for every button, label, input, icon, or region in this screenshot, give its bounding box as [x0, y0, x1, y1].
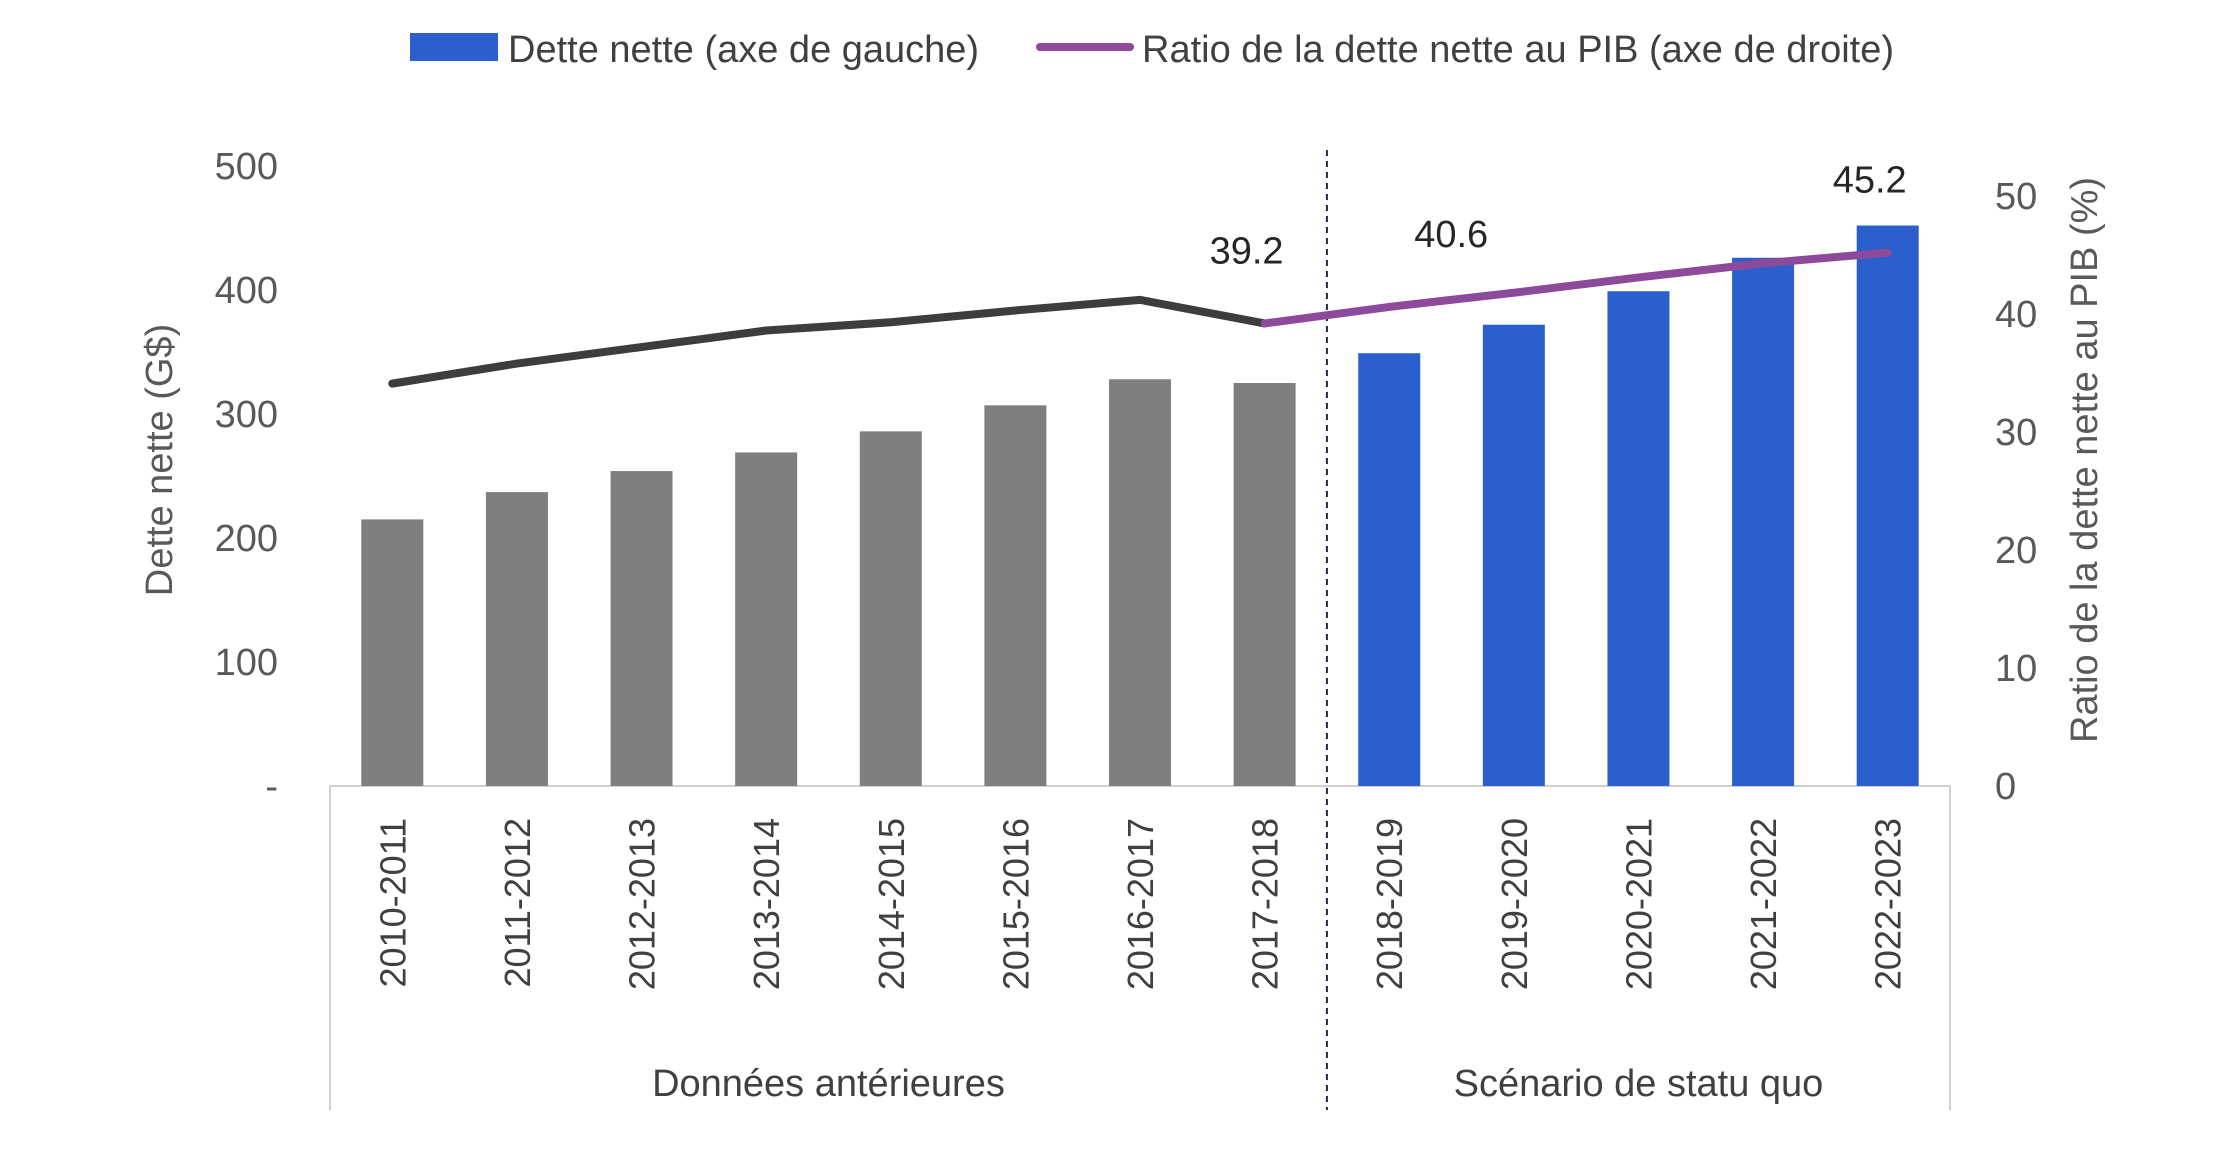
category-label: 2020-2021	[1618, 818, 1659, 990]
category-label: 2017-2018	[1245, 818, 1286, 990]
y-left-tick-label: 300	[215, 394, 278, 436]
group-label: Scénario de statu quo	[1454, 1063, 1824, 1105]
group-label: Données antérieures	[652, 1063, 1005, 1105]
y-left-tick-label: 100	[215, 642, 278, 684]
category-label: 2018-2019	[1369, 818, 1410, 990]
axes: - 100 200 300 400 500 0 10 20 30 40 50 2010-2011 2011…	[215, 146, 2037, 1110]
data-label: 39.2	[1210, 230, 1284, 272]
legend-line-label: Ratio de la dette nette au PIB (axe de d…	[1142, 29, 1894, 71]
y-left-tick-label: -	[265, 766, 278, 808]
bar-2017-2018	[1233, 383, 1296, 786]
y-right-tick-label: 30	[1995, 412, 2037, 454]
y-axis-left-title: Dette nette (G$)	[139, 324, 181, 596]
bars-layer	[361, 225, 1919, 786]
category-label: 2014-2015	[871, 818, 912, 990]
category-label: 2011-2012	[497, 818, 538, 988]
bar-2018-2019	[1358, 353, 1421, 786]
bar-2011-2012	[485, 492, 548, 786]
bar-2014-2015	[859, 431, 922, 786]
bar-2010-2011	[361, 519, 424, 786]
category-label: 2022-2023	[1868, 818, 1909, 990]
ratio-line-layer	[388, 248, 1892, 388]
y-axis-right-title: Ratio de la dette nette au PIB (%)	[2064, 177, 2106, 743]
category-label: 2015-2016	[995, 818, 1036, 990]
y-right-tick-label: 40	[1995, 294, 2037, 336]
data-label: 45.2	[1833, 160, 1907, 202]
bar-2015-2016	[984, 405, 1047, 786]
y-right-tick-label: 50	[1995, 176, 2037, 218]
category-label: 2010-2011	[372, 818, 413, 988]
category-label: 2019-2020	[1494, 818, 1535, 990]
category-label: 2021-2022	[1743, 818, 1784, 990]
legend: Dette nette (axe de gauche) Ratio de la …	[410, 29, 1894, 71]
y-right-tick-label: 10	[1995, 648, 2037, 690]
bar-2016-2017	[1109, 379, 1171, 786]
data-label: 40.6	[1414, 214, 1488, 256]
y-left-tick-label: 400	[215, 270, 278, 312]
bar-2021-2022	[1732, 257, 1795, 786]
ratio-line-projection	[1260, 248, 1892, 328]
category-label: 2013-2014	[746, 818, 787, 990]
bar-2022-2023	[1856, 225, 1919, 786]
bar-2019-2020	[1482, 324, 1545, 786]
y-right-tick-label: 20	[1995, 530, 2037, 572]
bar-2020-2021	[1607, 291, 1670, 786]
legend-bar-label: Dette nette (axe de gauche)	[508, 29, 979, 71]
bar-2012-2013	[610, 471, 673, 786]
ratio-line-history	[388, 295, 1269, 388]
y-right-tick-label: 0	[1995, 766, 2016, 808]
legend-bar-swatch	[410, 33, 498, 61]
category-label: 2016-2017	[1120, 818, 1161, 990]
y-left-tick-label: 500	[215, 146, 278, 188]
labels-layer: 39.2 40.6 45.2	[1210, 160, 1907, 273]
category-label: 2012-2013	[622, 818, 663, 990]
y-left-tick-label: 200	[215, 518, 278, 560]
bar-2013-2014	[735, 452, 798, 786]
